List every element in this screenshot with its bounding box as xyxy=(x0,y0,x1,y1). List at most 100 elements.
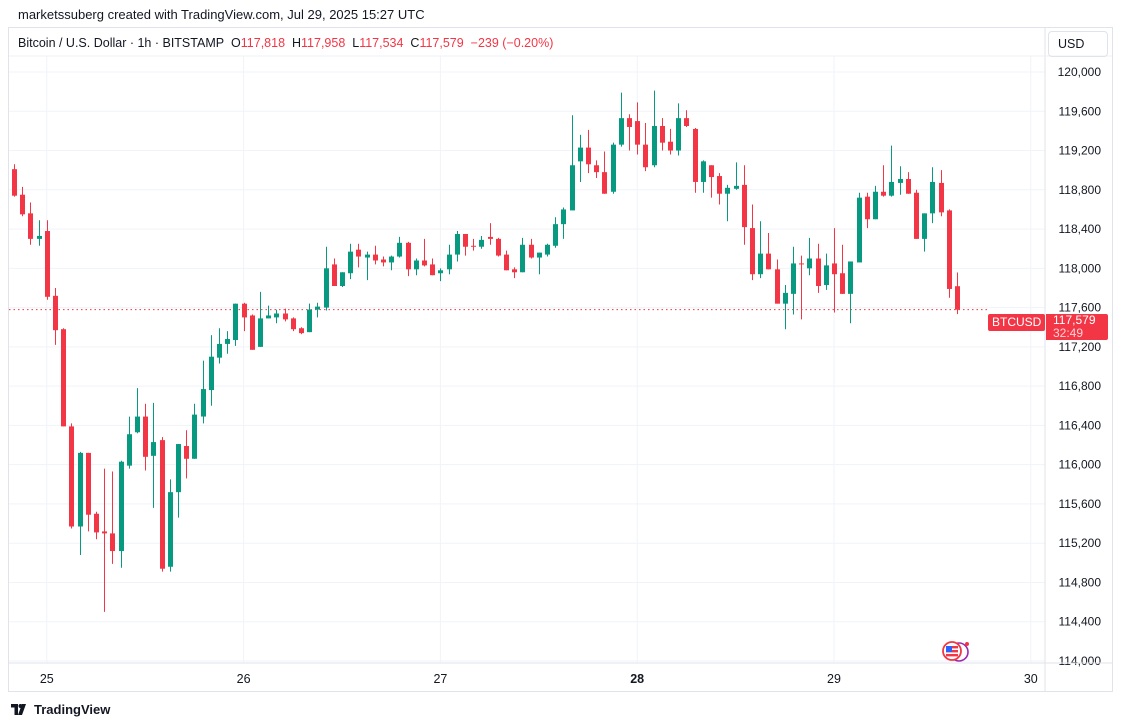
candle-body xyxy=(725,187,730,194)
candle xyxy=(225,331,230,354)
candle-body xyxy=(734,185,739,189)
chart-frame xyxy=(8,27,1113,692)
candle xyxy=(53,287,58,345)
candle xyxy=(693,127,698,193)
candle xyxy=(471,238,476,251)
candle-body xyxy=(168,492,173,567)
candle-body xyxy=(701,161,706,182)
candle-body xyxy=(430,264,435,276)
candle xyxy=(348,243,353,280)
candle-body xyxy=(127,434,132,466)
candle-body xyxy=(848,261,853,294)
candle xyxy=(734,162,739,190)
candle xyxy=(397,236,402,258)
candle-body xyxy=(619,118,624,145)
candle xyxy=(799,255,804,320)
candle xyxy=(758,221,763,279)
grid xyxy=(9,56,1045,663)
candle-body xyxy=(586,147,591,165)
candle-body xyxy=(225,339,230,344)
candle-body xyxy=(865,196,870,220)
candle xyxy=(791,246,796,315)
candle-body xyxy=(611,144,616,192)
candle-body xyxy=(209,356,214,391)
x-tick-label: 26 xyxy=(237,672,251,686)
candle xyxy=(766,232,771,270)
candle-body xyxy=(78,452,83,527)
candle xyxy=(602,151,607,194)
candle-body xyxy=(512,269,517,273)
candle-body xyxy=(258,318,263,347)
candle-body xyxy=(266,315,271,319)
candle-body xyxy=(438,270,443,274)
candle xyxy=(168,479,173,572)
symbol-title[interactable]: Bitcoin / U.S. Dollar · 1h · BITSTAMP xyxy=(18,36,225,50)
last-price-label: 117,579 32:49 xyxy=(1046,314,1108,340)
candle xyxy=(848,261,853,324)
candle xyxy=(586,129,591,174)
candle xyxy=(332,258,337,287)
candle-body xyxy=(635,121,640,145)
candle xyxy=(488,223,493,245)
candle-body xyxy=(799,263,804,265)
candle xyxy=(258,291,263,347)
candle-body xyxy=(176,444,181,493)
candle-body xyxy=(151,442,156,456)
last-price-value: 117,579 xyxy=(1053,313,1096,327)
candle-body xyxy=(684,118,689,126)
candle-body xyxy=(110,533,115,552)
candle-body xyxy=(332,264,337,287)
candle-body xyxy=(233,303,238,340)
candle xyxy=(881,165,886,197)
currency-button[interactable]: USD xyxy=(1048,31,1108,57)
open-label: O xyxy=(231,36,241,50)
candle xyxy=(545,243,550,257)
y-tick-label: 117,200 xyxy=(1059,340,1102,354)
candle-body xyxy=(389,256,394,263)
candle-body xyxy=(119,461,124,552)
low-label: L xyxy=(352,36,360,50)
candle-body xyxy=(676,118,681,151)
candle xyxy=(742,165,747,245)
candle-body xyxy=(217,343,222,358)
candle-body xyxy=(766,253,771,270)
candle xyxy=(78,451,83,555)
candle xyxy=(438,268,443,282)
candle xyxy=(414,258,419,276)
candle xyxy=(479,235,484,249)
candle xyxy=(12,164,17,197)
candle xyxy=(537,252,542,275)
x-tick-label: 30 xyxy=(1024,672,1038,686)
candle xyxy=(947,209,952,298)
us-flag-events-icon[interactable] xyxy=(940,640,972,669)
candle-body xyxy=(291,318,296,330)
candle xyxy=(816,243,821,293)
candle xyxy=(102,468,107,612)
candle-body xyxy=(381,259,386,263)
candle xyxy=(668,128,673,155)
candle xyxy=(955,272,960,315)
candle xyxy=(274,309,279,324)
candle xyxy=(594,160,599,179)
candle xyxy=(356,243,361,268)
candle xyxy=(824,253,829,290)
y-tick-label: 116,000 xyxy=(1059,458,1102,472)
candle-body xyxy=(561,209,566,225)
candle-body xyxy=(463,233,468,247)
y-tick-label: 114,400 xyxy=(1059,615,1102,629)
y-tick-label: 115,600 xyxy=(1059,497,1102,511)
candle xyxy=(725,184,730,222)
candle xyxy=(570,115,575,211)
candle xyxy=(455,231,460,262)
candle-body xyxy=(709,165,714,178)
tradingview-logo[interactable]: TradingView xyxy=(11,702,110,717)
change-value: −239 (−0.20%) xyxy=(470,36,554,50)
candle-body xyxy=(414,260,419,270)
candle-body xyxy=(201,389,206,417)
high-label: H xyxy=(291,36,302,50)
candle xyxy=(684,110,689,127)
candle xyxy=(266,305,271,319)
candle xyxy=(209,335,214,406)
candle-body xyxy=(135,416,140,433)
